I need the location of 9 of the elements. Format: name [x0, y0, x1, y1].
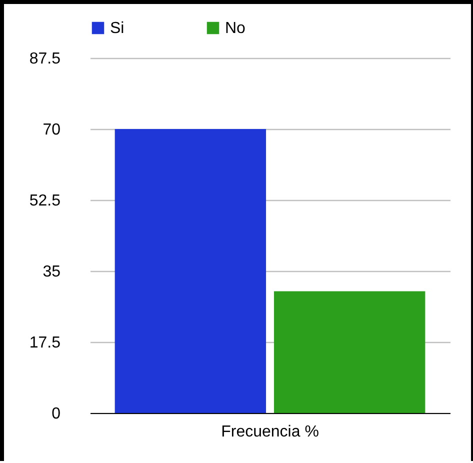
y-tick-label: 0	[52, 406, 61, 422]
y-tick-label: 87.5	[29, 50, 61, 68]
y-tick-label: 35	[42, 264, 61, 280]
y-tick-label: 52.5	[29, 192, 61, 210]
legend-label: No	[225, 20, 246, 37]
y-tick-label: 70	[42, 122, 61, 138]
legend-label: Si	[110, 20, 124, 37]
x-tick-label: Frecuencia %	[221, 424, 319, 440]
y-tick-label: 17.5	[29, 334, 61, 352]
